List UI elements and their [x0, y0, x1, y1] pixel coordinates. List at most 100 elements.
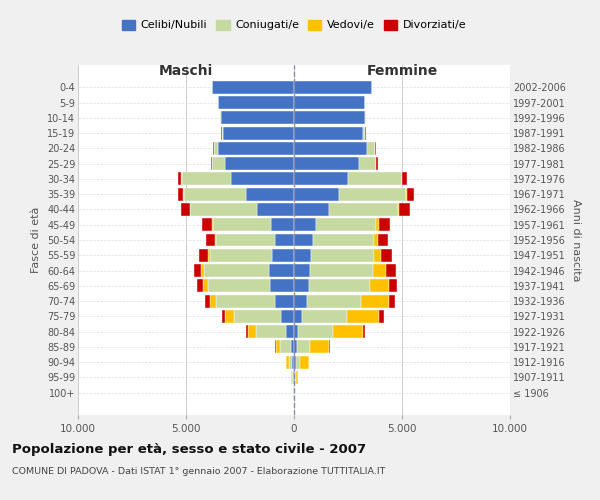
Bar [294, 280, 309, 292]
Bar [197, 280, 203, 292]
Bar [206, 234, 215, 246]
Bar [232, 172, 294, 186]
Bar [221, 310, 225, 323]
Bar [291, 371, 292, 384]
Bar [247, 188, 294, 200]
Bar [294, 157, 359, 170]
Bar [398, 203, 400, 216]
Bar [340, 188, 406, 200]
Bar [301, 356, 309, 368]
Bar [375, 142, 376, 155]
Bar [378, 234, 388, 246]
Bar [296, 371, 298, 384]
Legend: Celibi/Nubili, Coniugati/e, Vedovi/e, Divorziati/e: Celibi/Nubili, Coniugati/e, Vedovi/e, Di… [118, 16, 470, 34]
Bar [386, 264, 395, 277]
Bar [294, 112, 365, 124]
Bar [294, 142, 367, 155]
Bar [379, 218, 390, 231]
Bar [223, 126, 294, 140]
Bar [367, 142, 375, 155]
Bar [309, 280, 370, 292]
Bar [269, 264, 294, 277]
Bar [178, 172, 181, 186]
Bar [294, 356, 296, 368]
Bar [407, 188, 414, 200]
Bar [205, 294, 210, 308]
Bar [270, 280, 294, 292]
Bar [256, 325, 286, 338]
Bar [389, 294, 395, 308]
Bar [374, 234, 378, 246]
Bar [181, 203, 190, 216]
Bar [294, 249, 311, 262]
Bar [376, 218, 379, 231]
Bar [294, 294, 307, 308]
Bar [275, 340, 280, 353]
Bar [286, 356, 289, 368]
Bar [212, 218, 213, 231]
Bar [212, 81, 294, 94]
Bar [178, 188, 184, 200]
Bar [218, 96, 294, 109]
Bar [359, 157, 376, 170]
Bar [292, 371, 293, 384]
Bar [294, 218, 316, 231]
Bar [202, 218, 212, 231]
Bar [365, 112, 366, 124]
Bar [296, 356, 301, 368]
Bar [281, 310, 294, 323]
Bar [225, 157, 294, 170]
Bar [214, 142, 218, 155]
Bar [210, 249, 272, 262]
Bar [403, 172, 407, 186]
Bar [294, 172, 348, 186]
Bar [294, 188, 340, 200]
Bar [194, 264, 201, 277]
Bar [361, 294, 389, 308]
Bar [307, 294, 361, 308]
Bar [221, 126, 223, 140]
Bar [298, 325, 333, 338]
Bar [190, 203, 257, 216]
Bar [215, 234, 216, 246]
Bar [246, 325, 248, 338]
Bar [389, 280, 397, 292]
Bar [370, 280, 389, 292]
Bar [294, 203, 329, 216]
Bar [211, 157, 212, 170]
Bar [347, 310, 379, 323]
Bar [297, 340, 310, 353]
Bar [382, 249, 392, 262]
Bar [376, 157, 378, 170]
Bar [271, 218, 294, 231]
Text: Femmine: Femmine [367, 64, 437, 78]
Bar [373, 264, 386, 277]
Bar [233, 310, 281, 323]
Bar [294, 310, 302, 323]
Bar [294, 81, 372, 94]
Bar [182, 172, 232, 186]
Bar [208, 280, 270, 292]
Bar [400, 203, 410, 216]
Bar [221, 112, 294, 124]
Bar [203, 280, 208, 292]
Bar [184, 188, 247, 200]
Bar [289, 356, 292, 368]
Bar [199, 249, 208, 262]
Y-axis label: Fasce di età: Fasce di età [31, 207, 41, 273]
Bar [208, 249, 210, 262]
Bar [280, 340, 291, 353]
Bar [218, 142, 294, 155]
Bar [294, 340, 297, 353]
Text: COMUNE DI PADOVA - Dati ISTAT 1° gennaio 2007 - Elaborazione TUTTITALIA.IT: COMUNE DI PADOVA - Dati ISTAT 1° gennaio… [12, 468, 385, 476]
Bar [292, 356, 294, 368]
Bar [311, 249, 374, 262]
Bar [216, 294, 275, 308]
Bar [363, 325, 365, 338]
Bar [374, 249, 382, 262]
Bar [248, 325, 256, 338]
Bar [333, 325, 363, 338]
Bar [379, 310, 383, 323]
Bar [295, 371, 296, 384]
Bar [406, 188, 407, 200]
